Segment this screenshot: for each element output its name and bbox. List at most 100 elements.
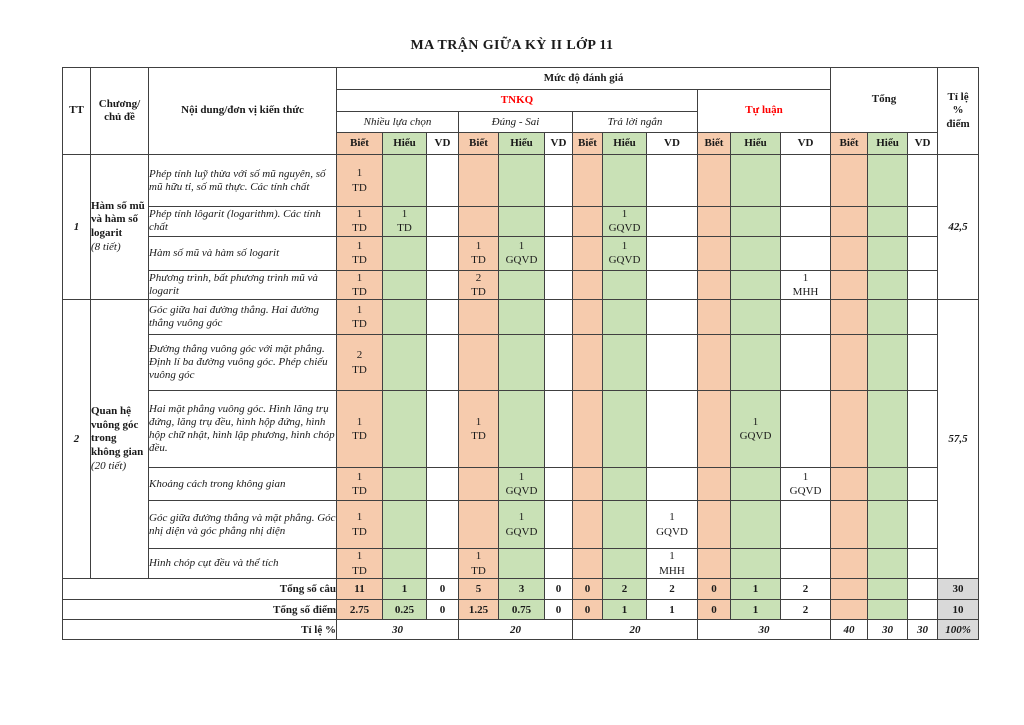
total-cell: 1 bbox=[602, 599, 647, 621]
level-cell bbox=[697, 299, 731, 336]
group-ratio: 57,5 bbox=[937, 299, 980, 580]
level-cell bbox=[779, 334, 832, 392]
total-empty-cell bbox=[867, 390, 909, 469]
total-empty-cell bbox=[907, 154, 939, 207]
level-cell: 2 TD bbox=[336, 334, 383, 392]
level-cell bbox=[730, 334, 781, 392]
total-empty-cell bbox=[867, 467, 909, 502]
level-cell bbox=[730, 467, 781, 502]
level-cell bbox=[779, 548, 832, 580]
total-cell: 0 bbox=[426, 578, 459, 601]
level-cell bbox=[544, 206, 573, 237]
level-cell bbox=[498, 269, 545, 301]
level-cell: 1 GQVD bbox=[498, 467, 545, 502]
level-cell bbox=[382, 467, 427, 502]
total-cell: 3 bbox=[498, 578, 545, 601]
level-cell bbox=[572, 206, 603, 237]
level-cell bbox=[498, 206, 545, 237]
level-cell: 1 TD bbox=[458, 548, 499, 580]
col-header-chapter: Chương/ chủ đề bbox=[90, 67, 149, 155]
level-cell bbox=[779, 390, 832, 469]
level-cell bbox=[426, 334, 459, 392]
level-cell bbox=[646, 299, 698, 336]
total-empty-cell bbox=[907, 235, 939, 271]
level-cell bbox=[572, 299, 603, 336]
col-header-level-group: Mức độ đánh giá bbox=[335, 67, 832, 90]
level-cell: 1 GQVD bbox=[730, 390, 781, 469]
level-cell bbox=[730, 269, 781, 301]
ratio-section: 30 bbox=[696, 619, 832, 641]
level-cell bbox=[458, 467, 499, 502]
table-row: Hình chóp cụt đều và thể tích 1 TD 1 TD … bbox=[63, 548, 979, 580]
level-cell bbox=[426, 269, 459, 301]
chapter-duration: (20 tiết) bbox=[91, 459, 127, 472]
level-cell bbox=[544, 500, 573, 550]
level-cell bbox=[602, 467, 647, 502]
level-cell: 1 TD bbox=[336, 548, 383, 580]
total-empty-cell bbox=[907, 467, 939, 502]
level-cell bbox=[498, 390, 545, 469]
total-empty-cell bbox=[907, 500, 939, 550]
total-empty-cell bbox=[830, 548, 869, 580]
total-points-label: Tổng số điểm bbox=[62, 599, 337, 621]
level-cell bbox=[382, 235, 427, 271]
total-cell: 2.75 bbox=[336, 599, 383, 621]
level-cell: 1 GQVD bbox=[779, 467, 832, 502]
level-header-hieu: Hiểu bbox=[498, 132, 545, 155]
exam-matrix-table: TT Chương/ chủ đề Nội dung/đơn vị kiến t… bbox=[62, 67, 980, 641]
col-header-short-answer: Trả lời ngắn bbox=[572, 111, 698, 133]
total-empty-cell bbox=[907, 548, 939, 580]
chapter-cell: Hàm số mũ và hàm số logarit (8 tiết) bbox=[90, 153, 149, 301]
level-cell bbox=[458, 299, 499, 336]
level-cell: 1 MHH bbox=[646, 548, 698, 580]
level-cell bbox=[382, 390, 427, 469]
level-cell: 1 GQVD bbox=[498, 235, 545, 271]
total-empty-cell bbox=[830, 206, 869, 237]
level-cell bbox=[382, 334, 427, 392]
total-cell: 2 bbox=[602, 578, 647, 601]
level-cell bbox=[779, 206, 832, 237]
col-header-true-false: Đúng - Sai bbox=[458, 111, 573, 133]
level-cell bbox=[646, 390, 698, 469]
level-cell bbox=[730, 206, 781, 237]
ratio-section: 20 bbox=[458, 619, 573, 641]
table-row: Hai mặt phẳng vuông góc. Hình lăng trụ đ… bbox=[63, 390, 979, 469]
table-row: 1 Hàm số mũ và hàm số logarit (8 tiết) P… bbox=[62, 153, 980, 301]
total-empty-cell bbox=[830, 154, 869, 207]
total-empty-cell bbox=[867, 599, 909, 621]
level-cell bbox=[426, 235, 459, 271]
level-cell bbox=[544, 299, 573, 336]
table-row: Đường thẳng vuông góc với mặt phẳng. Địn… bbox=[63, 334, 979, 392]
total-empty-cell bbox=[907, 334, 939, 392]
level-cell: 1 TD bbox=[336, 500, 383, 550]
level-cell bbox=[602, 269, 647, 301]
level-cell bbox=[426, 467, 459, 502]
content-cell: Góc giữa hai đường thẳng. Hai đường thẳn… bbox=[148, 299, 337, 336]
col-header-total: Tổng bbox=[830, 67, 939, 133]
level-cell bbox=[458, 154, 499, 207]
total-cell: 2 bbox=[779, 578, 832, 601]
col-header-multiple-choice: Nhiều lựa chọn bbox=[336, 111, 459, 133]
total-empty-cell bbox=[830, 390, 869, 469]
ratio-total: 30 bbox=[907, 619, 939, 641]
total-empty-cell bbox=[867, 578, 909, 601]
level-cell bbox=[572, 390, 603, 469]
level-header-hieu: Hiểu bbox=[730, 132, 781, 155]
level-cell bbox=[697, 235, 731, 271]
total-cell: 0 bbox=[572, 599, 603, 621]
level-cell bbox=[602, 390, 647, 469]
level-cell bbox=[498, 299, 545, 336]
level-cell bbox=[572, 154, 603, 207]
total-empty-cell bbox=[830, 500, 869, 550]
table-row: Hàm số mũ và hàm số logarit 1 TD 1 TD 1 … bbox=[63, 235, 979, 271]
level-header-hieu: Hiểu bbox=[602, 132, 647, 155]
total-cell: 5 bbox=[458, 578, 499, 601]
level-cell bbox=[544, 235, 573, 271]
level-cell bbox=[544, 390, 573, 469]
level-cell bbox=[544, 467, 573, 502]
level-cell bbox=[572, 500, 603, 550]
level-cell bbox=[382, 299, 427, 336]
total-cell: 1 bbox=[646, 599, 698, 621]
ratio-label: Tỉ lệ % bbox=[62, 619, 337, 641]
total-empty-cell bbox=[907, 390, 939, 469]
